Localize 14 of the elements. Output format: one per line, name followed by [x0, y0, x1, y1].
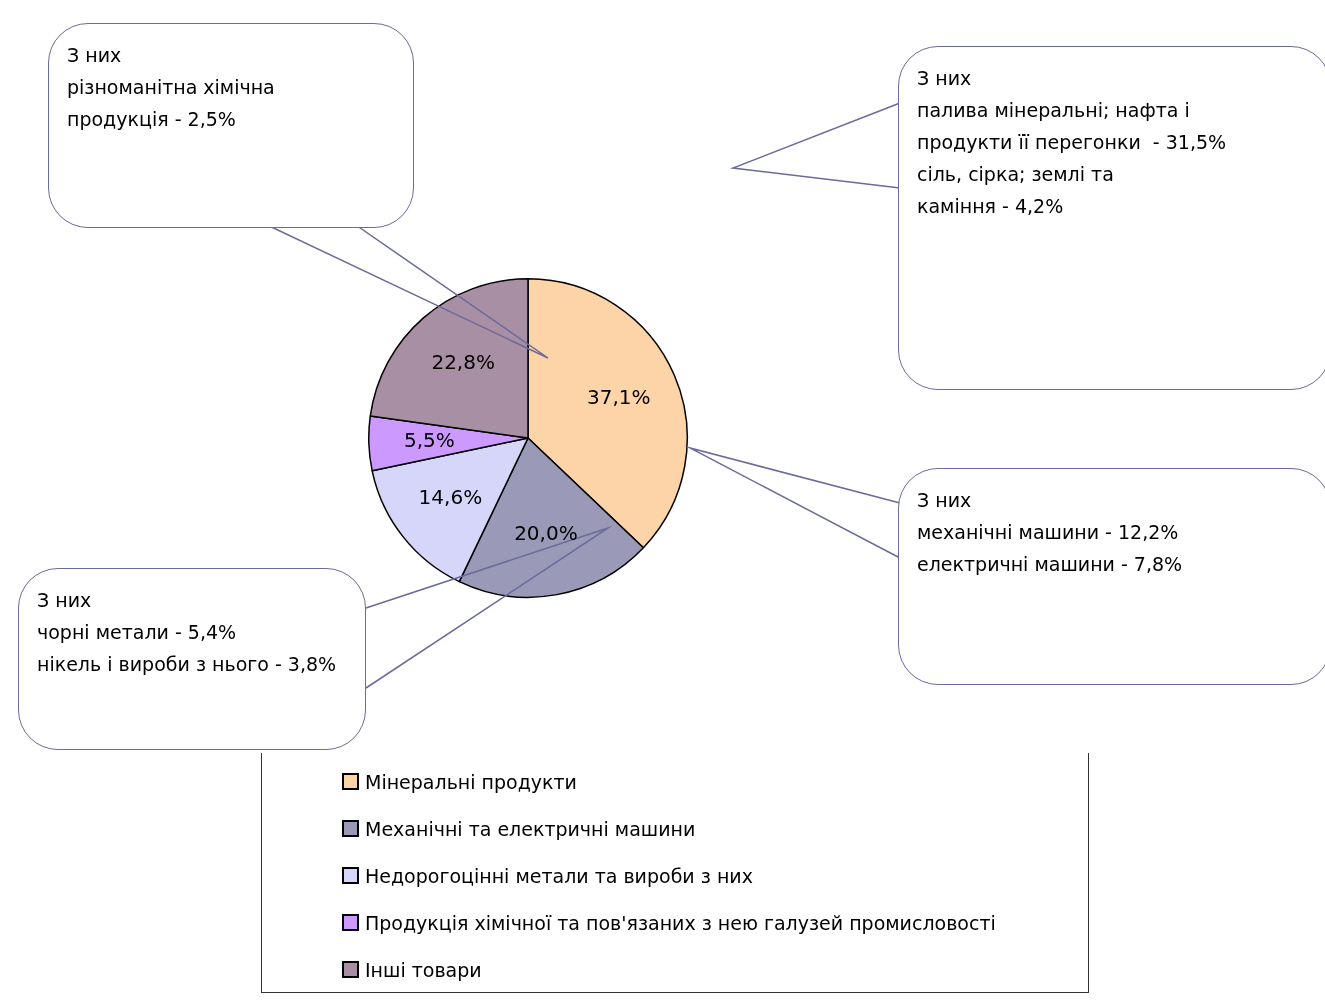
data-label: 14,6% — [418, 485, 483, 510]
legend-label: Недорогоцінні метали та вироби з них — [365, 864, 753, 887]
text: З них механічні машини - 12,2% електричні машини - 7,8% — [917, 488, 1184, 577]
legend-label: Продукція хімічної та пов'язаних з нею галузей промисловості — [365, 911, 996, 934]
text: З них різноманітна хімічна продукція - 2,5% — [67, 43, 276, 132]
legend-label: Мінеральні продукти — [365, 770, 577, 793]
data-label: 5,5% — [403, 427, 455, 452]
legend-label: Механічні та електричні машини — [365, 817, 696, 840]
text: З них чорні метали - 5,4% нікель і вироби з нього - 3,8% — [37, 588, 338, 677]
legend-label: Інші товари — [365, 958, 482, 981]
data-label: 20,0% — [514, 521, 578, 546]
data-label: 37,1% — [586, 385, 651, 410]
data-label: 22,8% — [431, 349, 495, 374]
text: З них палива мінеральні; нафта і продукти її перегонки - 31,5% сіль, сірка; землі та каміння - 4,2% — [917, 66, 1228, 219]
